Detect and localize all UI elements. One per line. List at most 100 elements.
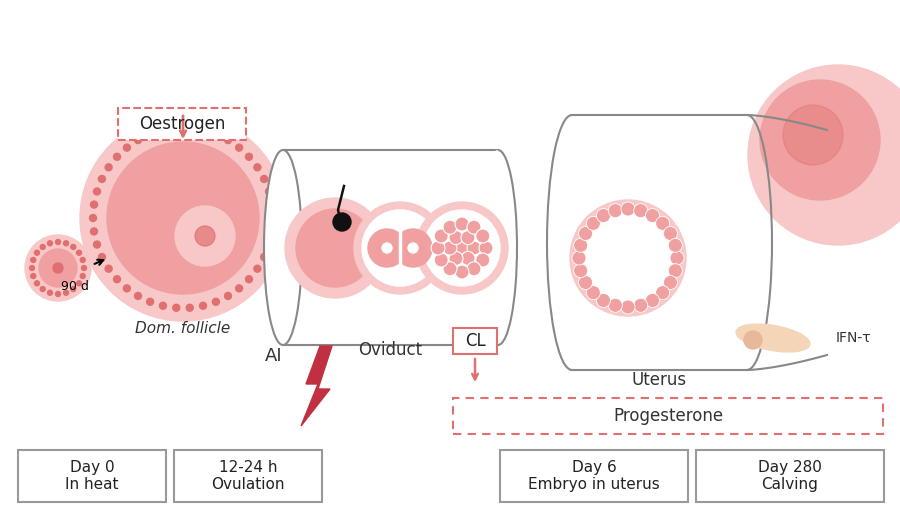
Circle shape bbox=[579, 275, 592, 289]
Circle shape bbox=[89, 214, 96, 222]
Circle shape bbox=[655, 285, 670, 300]
Text: Day 6
Embryo in uterus: Day 6 Embryo in uterus bbox=[528, 460, 660, 492]
Circle shape bbox=[621, 300, 635, 314]
Circle shape bbox=[443, 241, 457, 255]
Circle shape bbox=[573, 264, 588, 278]
Bar bbox=[18, 450, 166, 502]
Circle shape bbox=[80, 274, 86, 278]
Circle shape bbox=[443, 220, 457, 234]
Circle shape bbox=[416, 202, 508, 294]
Circle shape bbox=[608, 204, 622, 218]
Circle shape bbox=[669, 238, 682, 252]
Circle shape bbox=[98, 175, 105, 183]
Circle shape bbox=[663, 227, 678, 240]
Circle shape bbox=[570, 200, 686, 316]
Circle shape bbox=[408, 243, 418, 253]
Circle shape bbox=[268, 201, 275, 208]
Circle shape bbox=[655, 216, 670, 230]
Circle shape bbox=[76, 281, 82, 286]
Circle shape bbox=[64, 241, 68, 246]
Circle shape bbox=[94, 188, 101, 195]
Text: Progesterone: Progesterone bbox=[613, 407, 723, 425]
Bar bbox=[118, 108, 246, 140]
Circle shape bbox=[173, 125, 180, 132]
Circle shape bbox=[261, 254, 267, 261]
Circle shape bbox=[134, 293, 141, 300]
Circle shape bbox=[94, 241, 101, 248]
Circle shape bbox=[56, 292, 60, 297]
Circle shape bbox=[25, 235, 91, 301]
Circle shape bbox=[634, 204, 648, 218]
Circle shape bbox=[186, 304, 194, 311]
Circle shape bbox=[368, 229, 406, 267]
Circle shape bbox=[443, 262, 457, 276]
Circle shape bbox=[424, 210, 500, 286]
Circle shape bbox=[266, 188, 273, 195]
Circle shape bbox=[34, 250, 40, 255]
Circle shape bbox=[71, 244, 76, 249]
Circle shape bbox=[748, 65, 900, 245]
Circle shape bbox=[76, 250, 82, 255]
Text: Day 0
In heat: Day 0 In heat bbox=[65, 460, 119, 492]
Text: AI: AI bbox=[265, 347, 282, 365]
Circle shape bbox=[354, 202, 446, 294]
Circle shape bbox=[91, 201, 97, 208]
Circle shape bbox=[107, 142, 259, 294]
Circle shape bbox=[467, 262, 481, 276]
Circle shape bbox=[175, 206, 235, 266]
Text: Day 280
Calving: Day 280 Calving bbox=[758, 460, 822, 492]
Text: IFN-τ: IFN-τ bbox=[835, 331, 871, 345]
Circle shape bbox=[476, 229, 490, 243]
Text: Dom. follicle: Dom. follicle bbox=[135, 321, 230, 336]
Circle shape bbox=[98, 254, 105, 261]
Circle shape bbox=[434, 229, 448, 243]
Circle shape bbox=[224, 293, 231, 300]
Circle shape bbox=[261, 175, 267, 183]
Circle shape bbox=[159, 302, 166, 309]
Circle shape bbox=[53, 263, 63, 273]
Text: Uterus: Uterus bbox=[632, 371, 687, 389]
Circle shape bbox=[40, 286, 45, 292]
Circle shape bbox=[123, 144, 130, 151]
Circle shape bbox=[394, 229, 432, 267]
Bar bbox=[283, 150, 498, 345]
Circle shape bbox=[382, 243, 392, 253]
Ellipse shape bbox=[264, 150, 302, 345]
Circle shape bbox=[362, 210, 438, 286]
Circle shape bbox=[186, 125, 194, 132]
Circle shape bbox=[113, 276, 121, 283]
Circle shape bbox=[212, 298, 220, 305]
Circle shape bbox=[455, 217, 469, 231]
Circle shape bbox=[634, 298, 648, 312]
Circle shape bbox=[744, 331, 762, 349]
Circle shape bbox=[254, 265, 261, 272]
Circle shape bbox=[266, 241, 273, 248]
Bar bbox=[453, 398, 883, 434]
Circle shape bbox=[467, 220, 481, 234]
Circle shape bbox=[56, 239, 60, 244]
Circle shape bbox=[580, 210, 676, 306]
Circle shape bbox=[31, 258, 36, 263]
Circle shape bbox=[663, 275, 678, 289]
Circle shape bbox=[34, 281, 40, 286]
Circle shape bbox=[39, 249, 77, 287]
Bar bbox=[453, 328, 497, 354]
Circle shape bbox=[200, 302, 206, 309]
Circle shape bbox=[123, 285, 130, 292]
Circle shape bbox=[82, 266, 86, 271]
Circle shape bbox=[579, 227, 592, 240]
Circle shape bbox=[479, 241, 493, 255]
Circle shape bbox=[195, 226, 215, 246]
Circle shape bbox=[587, 285, 600, 300]
Circle shape bbox=[80, 115, 286, 321]
Bar bbox=[500, 450, 688, 502]
Circle shape bbox=[30, 266, 34, 271]
Circle shape bbox=[434, 253, 448, 267]
Circle shape bbox=[269, 214, 276, 222]
Circle shape bbox=[147, 298, 154, 305]
Circle shape bbox=[783, 105, 843, 165]
Polygon shape bbox=[301, 346, 332, 426]
Circle shape bbox=[597, 208, 610, 223]
Circle shape bbox=[760, 80, 880, 200]
Text: 12-24 h
Ovulation: 12-24 h Ovulation bbox=[212, 460, 284, 492]
